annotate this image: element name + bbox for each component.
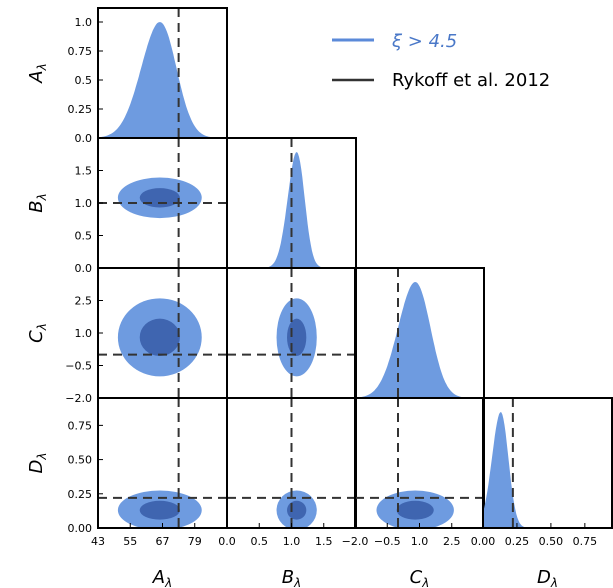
x-tick-label: 2.5 [443, 535, 461, 548]
y-tick-label: 0.5 [75, 230, 93, 243]
posterior-C [355, 282, 484, 398]
y-axis-label-D: Dλ [26, 453, 49, 474]
x-tick-label: 0.25 [505, 535, 530, 548]
y-tick-label: −0.5 [65, 360, 92, 373]
y-tick-label: 2.5 [75, 295, 93, 308]
x-tick-label: 1.0 [411, 535, 429, 548]
legend: ξ > 4.5 Rykoff et al. 2012 [332, 31, 550, 91]
y-tick-label: 1.5 [75, 165, 93, 178]
x-tick-label: −2.0 [342, 535, 369, 548]
y-tick-label: 1.0 [75, 327, 93, 340]
x-tick-label: 1.0 [283, 535, 301, 548]
panel-C-B [226, 267, 357, 399]
panel-C-C [354, 267, 485, 399]
x-tick-label: −0.5 [374, 535, 401, 548]
x-tick-label: 1.5 [315, 535, 333, 548]
y-tick-label: 0.25 [68, 103, 93, 116]
x-tick-label: 67 [156, 535, 170, 548]
panels-layer: 0.0 0.25 0.5 0.75 1.0 Aλ 0.0 0.5 1.0 1.5 Bλ −2.0 −0.… [26, 7, 613, 588]
posterior-D [483, 412, 612, 528]
x-tick-label: 0.5 [251, 535, 269, 548]
contour-inner [396, 500, 434, 520]
y-axis-label-B: Bλ [26, 193, 49, 212]
y-axis-label-A: Aλ [26, 63, 49, 83]
contour-inner [139, 188, 180, 208]
y-tick-label: 0.75 [68, 419, 93, 432]
x-tick-label: 0.50 [539, 535, 564, 548]
y-tick-label: 1.0 [75, 16, 93, 29]
y-tick-label: 1.0 [75, 197, 93, 210]
panel-C-A: −2.0 −0.5 1.0 2.5 Cλ [26, 267, 228, 405]
posterior-A [98, 22, 227, 138]
panel-D-D: 0.00 0.25 0.50 0.75 Dλ [471, 397, 613, 588]
y-tick-label: 0.00 [68, 522, 93, 535]
legend-label-model: ξ > 4.5 [391, 31, 457, 52]
x-tick-label: 55 [123, 535, 137, 548]
y-tick-label: 0.0 [75, 262, 93, 275]
x-axis-label-C: Cλ [410, 567, 430, 588]
contour-inner [287, 318, 307, 357]
contour-inner [139, 500, 180, 520]
y-tick-label: 0.50 [68, 454, 93, 467]
x-tick-label: 0.00 [471, 535, 496, 548]
contour-inner [287, 500, 307, 520]
panel-D-A: 43 55 67 79 Aλ 0.00 0.25 0.50 0.75 Dλ [26, 397, 228, 588]
posterior-B [227, 152, 356, 268]
y-axis-label-C: Cλ [26, 323, 49, 343]
panel-A-A: 0.0 0.25 0.5 0.75 1.0 Aλ [26, 7, 228, 145]
y-tick-label: −2.0 [65, 392, 92, 405]
legend-label-reference: Rykoff et al. 2012 [392, 70, 550, 91]
panel-B-B [226, 137, 357, 269]
x-axis-label-A: Aλ [152, 567, 172, 588]
contour-inner [139, 318, 180, 357]
y-tick-label: 0.0 [75, 132, 93, 145]
panel-frame [482, 397, 613, 529]
x-tick-label: 43 [91, 535, 105, 548]
y-tick-label: 0.75 [68, 45, 93, 58]
panel-D-B: 0.0 0.5 1.0 1.5 Bλ [218, 397, 357, 588]
y-tick-label: 0.5 [75, 74, 93, 87]
y-tick-label: 0.25 [68, 488, 93, 501]
x-axis-label-D: Dλ [537, 567, 558, 588]
panel-B-A: 0.0 0.5 1.0 1.5 Bλ [26, 137, 228, 275]
x-tick-label: 0.0 [218, 535, 236, 548]
x-tick-label: 0.75 [573, 535, 598, 548]
x-axis-label-B: Bλ [282, 567, 301, 588]
panel-D-C: −2.0 −0.5 1.0 2.5 Cλ [342, 397, 485, 588]
x-tick-label: 79 [188, 535, 202, 548]
